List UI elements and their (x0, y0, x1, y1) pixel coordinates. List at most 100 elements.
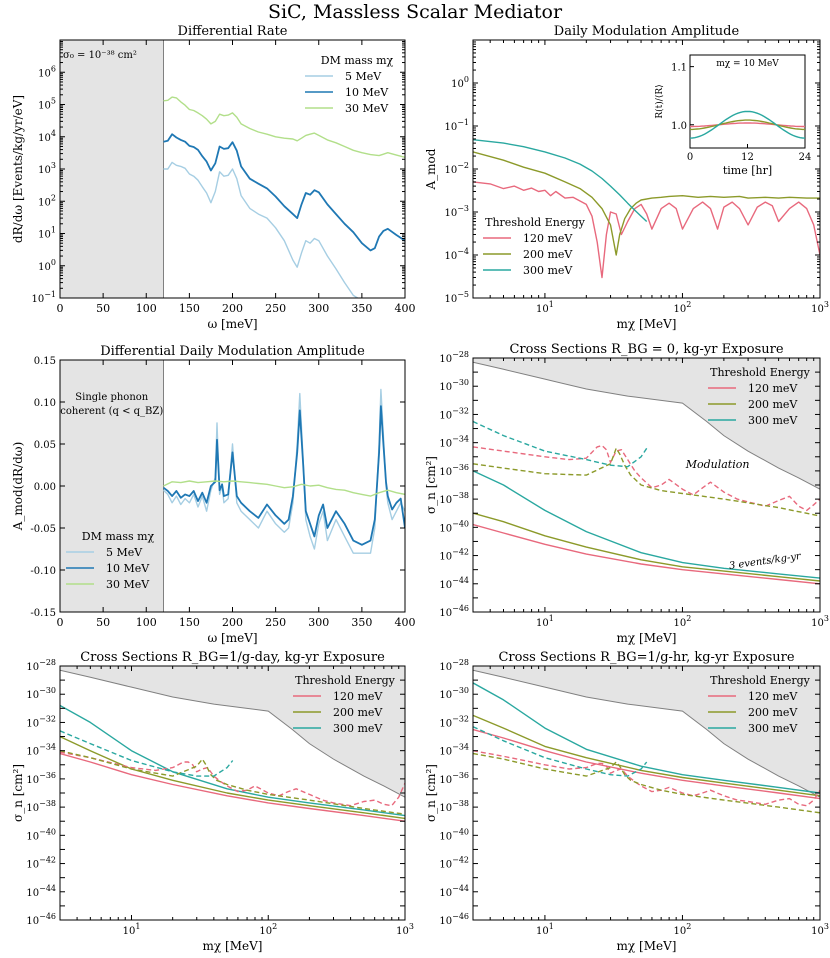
y-tick-label: 10−34 (26, 743, 56, 758)
x-tick-label: 103 (396, 922, 414, 937)
y-tick-label: 102 (38, 193, 56, 208)
x-axis-label: mχ [MeV] (203, 939, 263, 953)
legend-label: 5 MeV (106, 546, 143, 559)
x-axis-label: mχ [MeV] (617, 939, 677, 953)
x-tick-label: 103 (811, 614, 829, 629)
y-tick-label: 10−42 (26, 856, 56, 871)
y-tick-label: 10−3 (444, 204, 469, 219)
chart-xsec_bg0: Cross Sections R_BG = 0, kg-yr Exposure 1… (424, 342, 829, 645)
excluded-region (473, 666, 820, 798)
inset-y-label: R(t)/⟨R⟩ (654, 84, 665, 118)
chart-title: Cross Sections R_BG = 0, kg-yr Exposure (509, 342, 783, 357)
x-tick-label: 0 (57, 302, 64, 315)
x-tick-label: 150 (179, 302, 200, 315)
legend-label: 30 MeV (345, 102, 389, 115)
y-tick-label: 10−36 (439, 771, 469, 786)
series-line-2 (473, 139, 648, 223)
y-tick-label: 10−28 (439, 658, 469, 673)
legend-title: DM mass mχ (82, 530, 155, 543)
legend: Threshold Energy 120 meV 200 meV 300 meV (293, 674, 396, 735)
series-line-1 (60, 735, 405, 820)
inset-title: mχ = 10 MeV (716, 59, 779, 69)
x-tick-label: 101 (123, 922, 141, 937)
y-tick-label: 0.15 (34, 356, 56, 367)
x-tick-label: 102 (674, 922, 692, 937)
y-tick-label: -0.05 (30, 524, 56, 535)
legend-label: 300 meV (333, 722, 383, 735)
y-tick-label: 10−46 (439, 604, 469, 619)
plot-area (473, 666, 820, 814)
x-tick-label: 100 (136, 302, 157, 315)
series-line-1 (163, 133, 405, 252)
y-tick-label: 103 (38, 161, 56, 176)
chart-title: Differential Daily Modulation Amplitude (100, 344, 365, 359)
y-axis: -0.15 -0.10 -0.05 0.00 0.05 0.10 0.15 (30, 356, 405, 619)
series-line-5 (473, 420, 648, 468)
y-tick-label: -0.15 (30, 608, 56, 619)
y-axis: 10−5 10−4 10−3 10−2 10−1 100 (444, 39, 820, 305)
x-tick-label: 102 (674, 300, 692, 315)
y-axis-label: dR/dω [Events/kg/yr/eV] (11, 95, 25, 243)
chart-title: Cross Sections R_BG=1/g-hr, kg-yr Exposu… (498, 650, 794, 665)
chart-xsec_bg_gday: Cross Sections R_BG=1/g-day, kg-yr Expos… (11, 650, 414, 953)
y-tick-label: 10−30 (439, 686, 469, 701)
coherent-annotation: coherent (q < q_BZ) (60, 406, 163, 417)
series-line-5 (473, 726, 648, 777)
x-tick-label: 103 (811, 300, 829, 315)
y-tick-label: 101 (38, 226, 56, 241)
plot-area (473, 139, 820, 279)
x-tick-label: 50 (96, 616, 110, 629)
series-line-1 (473, 151, 820, 256)
y-tick-label: 10−40 (26, 827, 56, 842)
x-tick-label: 400 (395, 302, 416, 315)
x-tick-label: 400 (395, 616, 416, 629)
series-line-0 (60, 752, 405, 822)
y-tick-label: 10−42 (439, 856, 469, 871)
inset-x-tick-label: 12 (741, 152, 754, 163)
y-tick-label: 0.10 (34, 398, 56, 409)
inset-y-tick-label: 1.1 (671, 63, 687, 74)
x-tick-label: 300 (308, 616, 329, 629)
legend-label: 30 MeV (106, 578, 150, 591)
x-tick-label: 300 (308, 302, 329, 315)
x-axis: 101 102 103 (472, 40, 829, 315)
x-axis: 101 102 103 (472, 358, 829, 629)
excluded-boundary (60, 669, 405, 798)
y-tick-label: 10−44 (26, 884, 56, 899)
x-tick-label: 350 (351, 302, 372, 315)
x-tick-label: 102 (674, 614, 692, 629)
y-axis: 10−46 10−44 10−42 10−40 10−38 10−36 10−34 10−32… (26, 658, 405, 927)
y-tick-label: 10−4 (444, 247, 469, 262)
series-line-1 (473, 512, 820, 582)
x-tick-label: 50 (96, 302, 110, 315)
y-axis-label: σ_n [cm²] (424, 764, 438, 822)
inset-series-line (690, 119, 805, 131)
y-tick-label: 106 (38, 64, 56, 79)
legend: DM mass mχ 5 MeV 10 MeV 30 MeV (305, 54, 394, 115)
x-tick-label: 100 (136, 616, 157, 629)
x-tick-label: 350 (351, 616, 372, 629)
y-tick-label: 10−38 (439, 799, 469, 814)
series-line-0 (163, 388, 405, 554)
y-tick-label: 10−28 (439, 350, 469, 365)
y-tick-label: 10−40 (439, 519, 469, 534)
legend-label: 200 meV (333, 706, 383, 719)
y-tick-label: 10−30 (439, 378, 469, 393)
series-line-2 (473, 470, 820, 579)
series-line-4 (473, 447, 820, 517)
legend-label: 120 meV (523, 232, 573, 245)
legend-title: Threshold Energy (295, 674, 396, 687)
legend-label: 120 meV (748, 382, 798, 395)
x-tick-label: 250 (265, 616, 286, 629)
y-tick-label: 10−36 (439, 463, 469, 478)
y-tick-label: 10−32 (439, 714, 469, 729)
y-tick-label: 10−36 (26, 771, 56, 786)
x-tick-label: 101 (536, 922, 554, 937)
series-line-1 (473, 714, 820, 797)
x-tick-label: 0 (57, 616, 64, 629)
y-tick-label: 10−40 (439, 827, 469, 842)
y-tick-label: 10−44 (439, 576, 469, 591)
legend-title: Threshold Energy (710, 366, 811, 379)
